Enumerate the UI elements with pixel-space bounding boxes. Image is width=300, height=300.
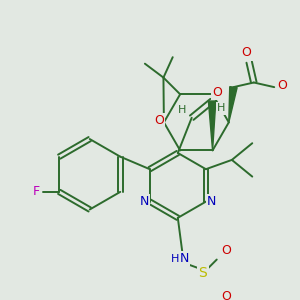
Text: O: O	[221, 244, 231, 257]
Text: N: N	[140, 195, 149, 208]
Text: O: O	[221, 290, 231, 300]
Text: H: H	[171, 254, 179, 264]
Text: H: H	[178, 105, 187, 115]
Text: O: O	[278, 79, 287, 92]
Text: F: F	[32, 185, 40, 198]
Text: N: N	[180, 252, 189, 265]
Polygon shape	[208, 101, 216, 151]
Text: N: N	[207, 195, 216, 208]
Text: O: O	[212, 86, 222, 99]
Text: O: O	[154, 114, 164, 127]
Text: O: O	[242, 46, 251, 59]
Polygon shape	[229, 87, 237, 122]
Text: S: S	[199, 266, 207, 280]
Text: H: H	[217, 103, 226, 113]
